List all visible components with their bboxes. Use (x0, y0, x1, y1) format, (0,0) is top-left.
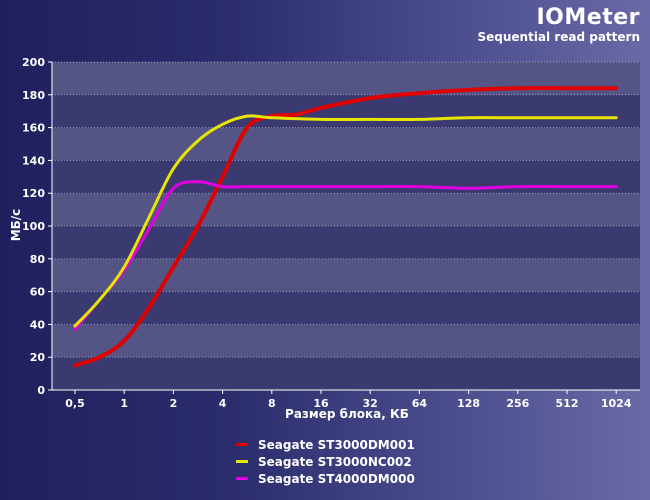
y-tick-label: 60 (30, 286, 46, 299)
x-axis-label: Размер блока, КБ (285, 407, 409, 421)
x-tick-label: 32 (363, 397, 378, 410)
legend-item: Seagate ST3000NC002 (236, 453, 415, 470)
plot-band (52, 127, 640, 161)
y-tick-label: 100 (22, 220, 45, 233)
plot-band (52, 258, 640, 292)
x-tick-label: 2 (170, 397, 178, 410)
y-tick-label: 0 (37, 384, 45, 397)
x-tick-label: 1024 (601, 397, 632, 410)
y-tick-label: 80 (30, 253, 46, 266)
y-axis-label: МБ/с (9, 209, 23, 242)
x-tick-label: 4 (219, 397, 227, 410)
series-line-seagate-st3000nc002 (73, 114, 618, 328)
series-line-seagate-st3000dm001 (73, 86, 619, 368)
y-tick-label: 180 (22, 89, 45, 102)
x-tick-label: 512 (556, 397, 579, 410)
legend-swatch (236, 460, 248, 463)
axes (48, 61, 640, 394)
plot-band (52, 357, 640, 390)
legend-label: Seagate ST3000NC002 (258, 454, 412, 469)
series-line-seagate-st4000dm000 (73, 180, 618, 331)
legend-swatch (236, 477, 248, 480)
x-tick-label: 64 (412, 397, 428, 410)
x-tick-label: 8 (268, 397, 276, 410)
x-tick-label: 256 (506, 397, 529, 410)
plot-band (52, 193, 640, 226)
tick-labels: 0 20 40 60 80 100 120 140 160 180 200 0,5 1 2 4 8 16 32 64… (22, 56, 632, 410)
legend-swatch (236, 443, 248, 446)
y-tick-label: 200 (22, 56, 45, 69)
legend-item: Seagate ST4000DM000 (236, 470, 415, 487)
y-tick-label: 20 (30, 351, 46, 364)
x-tick-label: 128 (457, 397, 480, 410)
chart-subtitle: Sequential read pattern (477, 30, 640, 44)
x-tick-label: 0,5 (65, 397, 85, 410)
legend-label: Seagate ST3000DM001 (258, 437, 415, 452)
y-tick-label: 40 (30, 318, 46, 331)
plot-band (52, 94, 640, 128)
plot-band (52, 226, 640, 259)
legend: Seagate ST3000DM001 Seagate ST3000NC002 Se… (236, 436, 415, 487)
series-lines (73, 86, 619, 368)
x-tick-label: 16 (313, 397, 329, 410)
y-tick-label: 160 (22, 122, 45, 135)
chart-title: IOMeter (536, 5, 640, 30)
legend-item: Seagate ST3000DM001 (236, 436, 415, 453)
y-tick-label: 140 (22, 154, 45, 167)
plot-band (52, 324, 640, 358)
x-tick-label: 1 (120, 397, 128, 410)
legend-label: Seagate ST4000DM000 (258, 471, 415, 486)
plot-band (52, 160, 640, 194)
title-block: IOMeter Sequential read pattern (477, 5, 640, 45)
y-tick-label: 120 (22, 187, 45, 200)
